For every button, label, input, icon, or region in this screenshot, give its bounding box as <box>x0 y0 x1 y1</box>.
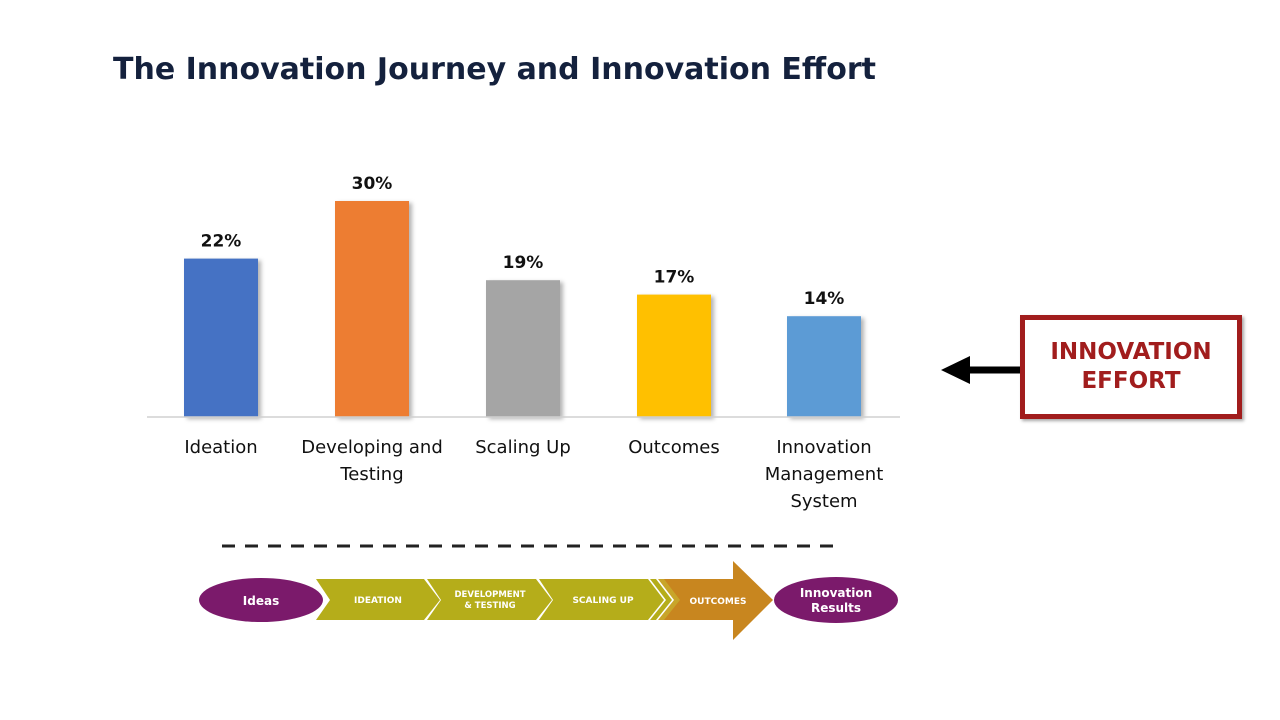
bar-innovation-management-system <box>787 316 861 417</box>
outcomes-arrow-shape <box>663 561 773 640</box>
bar-scaling-up <box>486 280 560 417</box>
bar-developing-and-testing <box>335 201 409 417</box>
flow-end-label-line1: Innovation <box>800 586 872 600</box>
innovation-effort-callout: INNOVATION EFFORT <box>1020 315 1242 419</box>
flow-ideation-label: IDEATION <box>354 596 402 606</box>
category-label-innovation-management-system: Innovation Management System <box>765 437 884 512</box>
callout-line-1: INNOVATION <box>1050 339 1212 365</box>
innovation-journey-flow: Ideas IDEATION DEVELOPMENT & TESTING SCA… <box>199 561 898 640</box>
scaling-chevron-shape <box>539 579 664 620</box>
flow-development-label-line1: DEVELOPMENT <box>455 590 526 600</box>
category-label-outcomes: Outcomes <box>628 437 720 458</box>
category-labels-layer: Ideation Developing and Testing Scaling Up O… <box>184 437 883 512</box>
ideation-chevron-shape <box>316 579 440 620</box>
callout-line-2: EFFORT <box>1081 368 1181 394</box>
flow-start-label: Ideas <box>243 594 279 608</box>
innovation-results-oval <box>774 577 898 623</box>
labels-layer: 22% 30% 19% 17% 14% <box>201 174 845 309</box>
bar-ideation <box>184 258 258 417</box>
data-label-scaling-up: 19% <box>503 253 544 273</box>
data-label-ideation: 22% <box>201 232 242 252</box>
chevron-accent-2 <box>658 579 680 620</box>
development-chevron-shape <box>427 579 552 620</box>
category-label-developing-and-testing: Developing and Testing <box>301 437 443 485</box>
ideas-oval <box>199 578 323 622</box>
data-label-innovation-management-system: 14% <box>804 289 845 309</box>
data-label-developing-and-testing: 30% <box>352 174 393 194</box>
flow-end-label-line2: Results <box>811 601 861 615</box>
flow-outcomes-label: OUTCOMES <box>690 597 747 607</box>
flow-development-label-line2: & TESTING <box>464 601 515 611</box>
bars-layer <box>184 201 861 417</box>
bar-outcomes <box>637 294 711 417</box>
flow-scaling-label: SCALING UP <box>572 596 633 606</box>
left-arrow-icon <box>941 356 1020 384</box>
slide-title: The Innovation Journey and Innovation Ef… <box>113 52 876 87</box>
category-label-scaling-up: Scaling Up <box>475 437 571 458</box>
category-label-ideation: Ideation <box>184 437 257 458</box>
data-label-outcomes: 17% <box>654 268 695 288</box>
chevron-accent-1 <box>650 579 672 620</box>
